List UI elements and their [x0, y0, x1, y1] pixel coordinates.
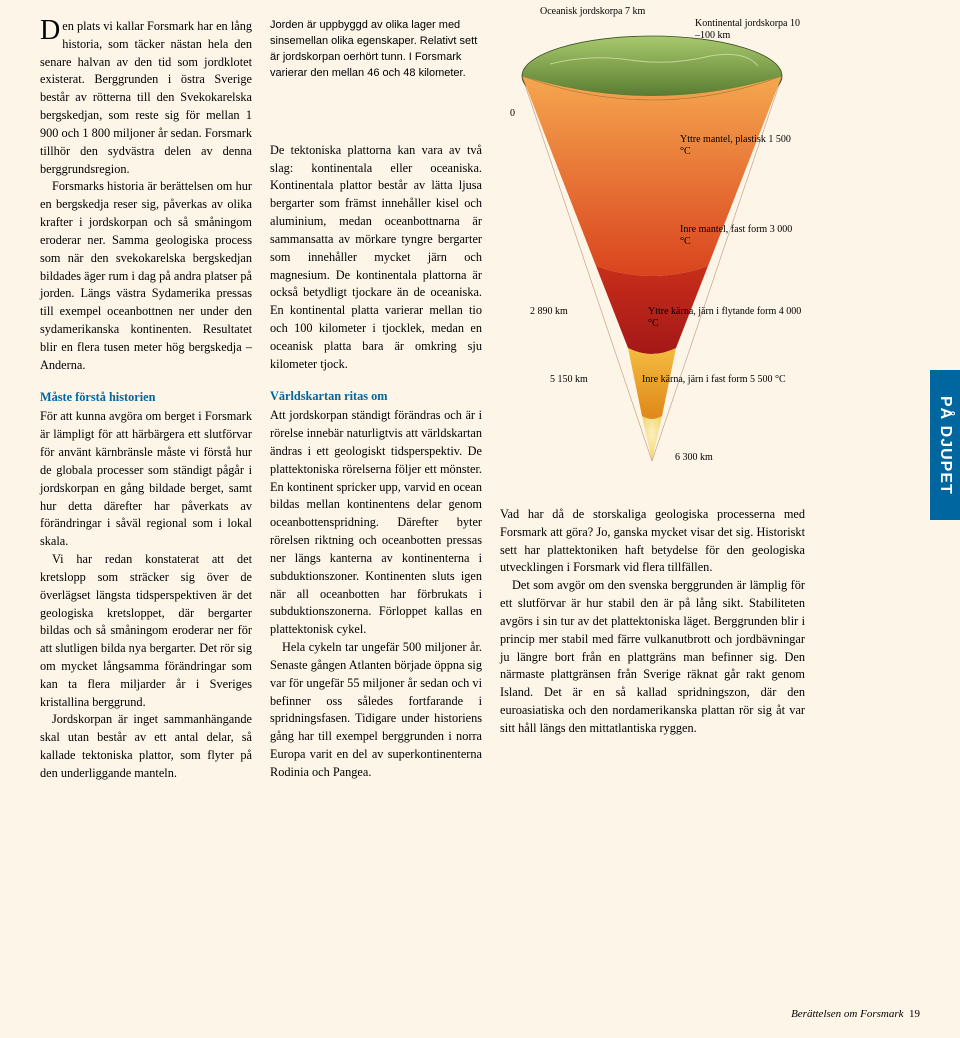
paragraph: De tektoniska plattorna kan vara av två …: [270, 142, 482, 374]
subhead-worldmap: Världskartan ritas om: [270, 388, 482, 406]
column-3: Oceanisk jordskorpa 7 km Kontinental jor…: [500, 18, 805, 783]
page-footer: Berättelsen om Forsmark 19: [791, 1008, 920, 1020]
label-6300: 6 300 km: [675, 452, 713, 464]
label-2890: 2 890 km: [530, 306, 568, 318]
paragraph: För att kunna avgöra om berget i Forsmar…: [40, 408, 252, 551]
paragraph: Vi har redan konstaterat att det kretslo…: [40, 551, 252, 711]
paragraph: Att jordskorpan ständigt förändras och ä…: [270, 407, 482, 639]
label-outer-core: Yttre kärna, järn i flytande form 4 000 …: [648, 306, 808, 330]
subhead-history: Måste förstå historien: [40, 389, 252, 407]
label-5150: 5 150 km: [550, 374, 588, 386]
paragraph: Vad har då de storskaliga geologiska pro…: [500, 506, 805, 577]
intro-paragraph: Den plats vi kallar Forsmark har en lång…: [40, 18, 252, 178]
paragraph: Det som avgör om den svenska berggrunden…: [500, 577, 805, 737]
paragraph: Forsmarks historia är berättelsen om hur…: [40, 178, 252, 374]
paragraph: Jordskorpan är inget sammanhängande skal…: [40, 711, 252, 782]
footer-page-number: 19: [909, 1008, 920, 1020]
paragraph: Hela cykeln tar ungefär 500 miljoner år.…: [270, 639, 482, 782]
label-oceanic-crust: Oceanisk jordskorpa 7 km: [540, 6, 645, 18]
side-tab: PÅ DJUPET: [930, 370, 960, 520]
label-outer-mantle: Yttre mantel, plastisk 1 500 °C: [680, 134, 800, 158]
label-continental-crust: Kontinental jordskorpa 10 –100 km: [695, 18, 805, 42]
column-3-body: Vad har då de storskaliga geologiska pro…: [500, 506, 805, 738]
footer-title: Berättelsen om Forsmark: [791, 1008, 903, 1020]
figure-caption: Jorden är uppbyggd av olika lager med si…: [270, 18, 482, 82]
label-zero: 0: [510, 108, 515, 120]
drop-cap: D: [40, 18, 62, 45]
label-inner-core: Inre kärna, järn i fast form 5 500 °C: [642, 374, 802, 386]
column-2: Jorden är uppbyggd av olika lager med si…: [270, 18, 482, 783]
earth-cross-section-diagram: Oceanisk jordskorpa 7 km Kontinental jor…: [500, 6, 805, 486]
column-1: Den plats vi kallar Forsmark har en lång…: [40, 18, 252, 783]
label-inner-mantle: Inre mantel, fast form 3 000 °C: [680, 224, 800, 248]
